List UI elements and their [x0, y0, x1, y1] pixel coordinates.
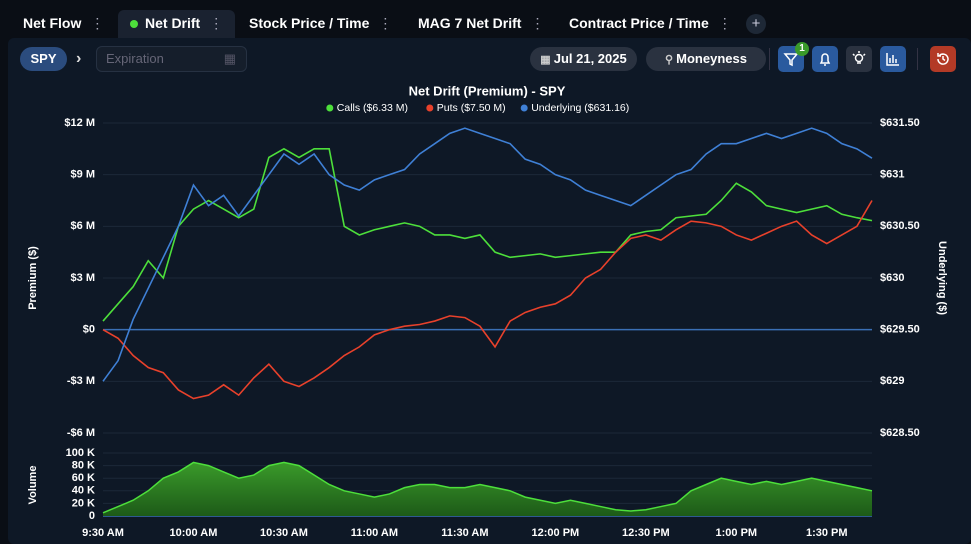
tick-label: 0 [89, 510, 95, 522]
tick-label: $629 [880, 375, 904, 387]
legend-label: Calls ($6.33 M) [337, 102, 408, 114]
alert-button[interactable] [812, 46, 838, 72]
date-pill[interactable]: ▦ Jul 21, 2025 [530, 47, 637, 71]
tick-label: 20 K [72, 497, 95, 509]
tick-label: $628.50 [880, 427, 920, 439]
tick-label: 60 K [72, 472, 95, 484]
tick-label: $9 M [71, 169, 95, 181]
legend-label: Puts ($7.50 M) [437, 102, 506, 114]
icon [852, 51, 866, 64]
tab[interactable]: Stock Price / Time ⋮ [249, 15, 393, 31]
x-tick-label: 11:30 AM [441, 527, 488, 539]
x-tick-label: 12:30 PM [622, 527, 670, 539]
tick-label: $0 [83, 324, 95, 336]
tick-label: $6 M [71, 220, 95, 232]
tick-label: 100 K [66, 447, 95, 459]
series-line [102, 127, 873, 382]
chart-button[interactable] [880, 46, 906, 72]
x-tick-label: 10:30 AM [260, 527, 308, 539]
tab[interactable]: MAG 7 Net Drift ⋮ [418, 15, 545, 31]
add-tab[interactable]: + [746, 14, 766, 34]
legend-swatch [520, 104, 528, 112]
tick-label: 40 K [72, 485, 95, 497]
date: Jul 21, 2025 [553, 51, 627, 66]
tick-label: $631.50 [880, 117, 920, 129]
chevron[interactable]: › [76, 50, 82, 67]
series-line [102, 200, 873, 400]
tick-label: 80 K [72, 460, 95, 472]
moneyness-pill[interactable]: ⚲ Moneyness [646, 47, 766, 71]
badge: 1 [795, 42, 809, 56]
tab-label: Net Flow [23, 15, 82, 31]
tab-label: Contract Price / Time [569, 15, 709, 31]
tab-active[interactable]: Net Drift ⋮ [118, 10, 236, 38]
x-tick-label: 12:00 PM [532, 527, 580, 539]
tick-label: -$3 M [67, 375, 95, 387]
legend-label: Underlying ($631.16) [531, 102, 629, 114]
y2-axis-label: Underlying ($) [936, 241, 948, 315]
y-axis-label: Premium ($) [27, 246, 39, 310]
x-tick-label: 11:00 AM [351, 527, 398, 539]
tick-label: $630.50 [880, 220, 920, 232]
legend-swatch [426, 104, 434, 112]
series-line [102, 147, 873, 322]
tab[interactable]: Net Flow ⋮ [23, 15, 105, 31]
legend-swatch [326, 104, 334, 112]
tick-label: $3 M [71, 272, 95, 284]
tick-label: $12 M [64, 117, 95, 129]
x-tick-label: 9:30 AM [82, 527, 124, 539]
icon [819, 53, 831, 66]
icon [937, 53, 949, 65]
x-tick-label: 1:30 PM [806, 527, 848, 539]
tab-label: MAG 7 Net Drift [418, 15, 522, 31]
tick-label: $629.50 [880, 324, 920, 336]
divider [917, 48, 918, 70]
light-button[interactable] [846, 46, 872, 72]
tab[interactable]: Contract Price / Time ⋮ [569, 15, 732, 31]
icon [886, 53, 899, 66]
panel [8, 38, 971, 544]
volume-area [103, 462, 872, 516]
tab-label: Net Drift [145, 15, 201, 31]
reset-button[interactable] [930, 46, 956, 72]
moneyness: Moneyness [676, 51, 747, 66]
volume-line [102, 461, 873, 514]
tick-label: -$6 M [67, 427, 95, 439]
tick-label: $630 [880, 272, 904, 284]
expiration-input[interactable]: Expiration ▦ [96, 46, 247, 72]
volume-axis-label: Volume [27, 466, 39, 505]
x-tick-label: 1:00 PM [716, 527, 758, 539]
chart-title: Net Drift (Premium) - SPY [409, 83, 566, 98]
tab-label: Stock Price / Time [249, 15, 370, 31]
tick-label: $631 [880, 169, 904, 181]
divider [769, 48, 770, 70]
x-tick-label: 10:00 AM [170, 527, 218, 539]
placeholder: Expiration [106, 51, 164, 66]
tab-bar: Net Flow ⋮ Net Drift ⋮ Stock Price / Time ⋮… [0, 0, 971, 38]
symbol-pill[interactable]: SPY [20, 47, 67, 71]
